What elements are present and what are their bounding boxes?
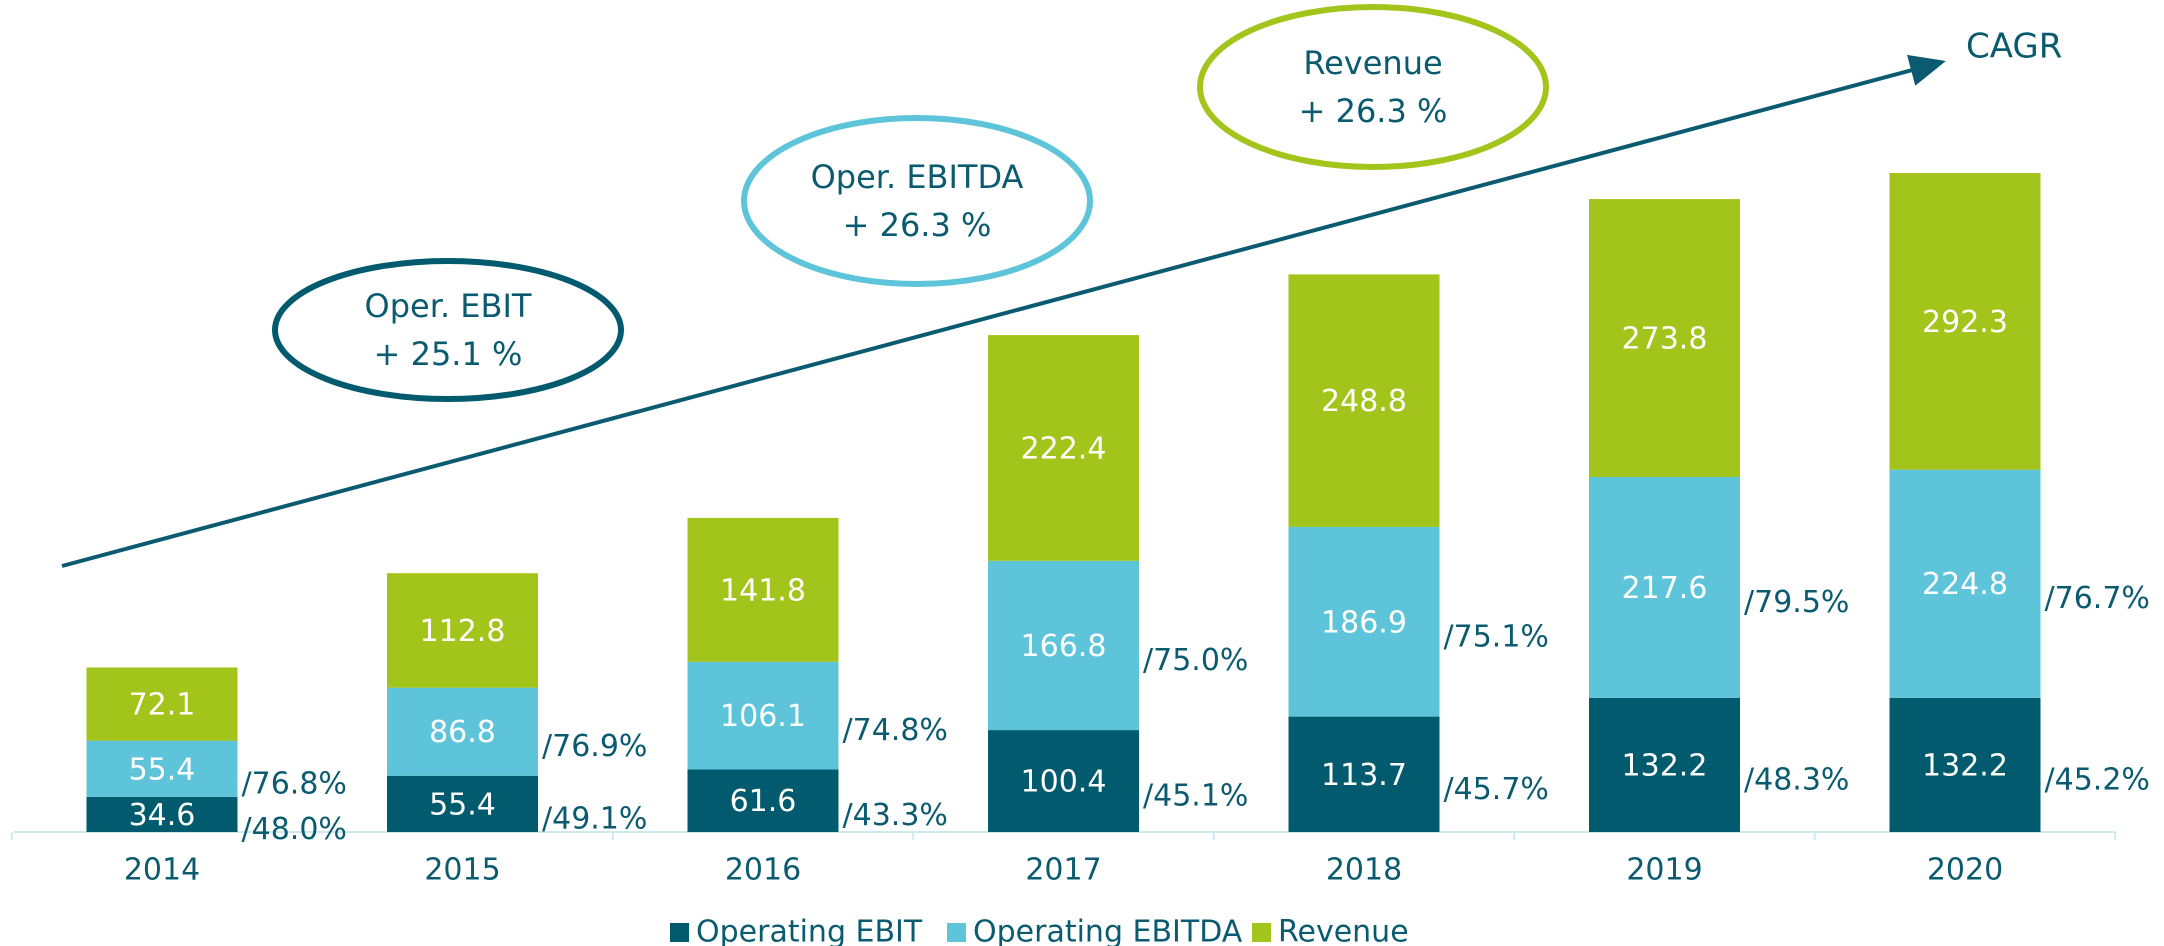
legend-label: Operating EBIT	[696, 915, 923, 946]
bar-segment	[1288, 274, 1440, 527]
value-label: 106.1	[720, 699, 806, 734]
bar-segment	[1589, 476, 1740, 698]
bar-segment	[86, 796, 238, 832]
bar-segment	[1288, 526, 1440, 717]
bar-segment	[687, 769, 839, 832]
margin-label: /79.5%	[1744, 585, 1849, 620]
margin-label: /76.8%	[242, 766, 347, 801]
cagr-arrow	[61, 54, 1946, 568]
annotation-ellipse	[1197, 4, 1549, 170]
margin-label: /48.0%	[242, 812, 347, 847]
value-label: 55.4	[429, 787, 496, 822]
annotation-label: Revenue	[1303, 44, 1442, 82]
margin-label: /45.2%	[2045, 762, 2150, 797]
bar-segment	[1889, 173, 2041, 470]
value-label: 141.8	[720, 573, 806, 608]
x-tick-label: 2017	[1025, 853, 1101, 888]
value-label: 132.2	[1922, 748, 2008, 783]
value-label: 273.8	[1622, 322, 1708, 357]
bar-segment	[988, 335, 1139, 561]
margin-label: /43.3%	[843, 798, 948, 833]
x-tick-label: 2014	[124, 853, 200, 888]
bar-segment	[687, 661, 839, 770]
bar-segment	[1589, 697, 1740, 832]
value-label: 248.8	[1321, 384, 1407, 419]
margin-label: /74.8%	[843, 713, 948, 748]
annotation-text: + 25.1 %	[374, 335, 523, 373]
value-label: 224.8	[1922, 567, 2008, 602]
bar-segment	[687, 517, 839, 662]
annotation-text: + 26.3 %	[1299, 92, 1448, 130]
value-label: 292.3	[1922, 305, 2008, 340]
annotation-ellipse	[272, 258, 624, 402]
annotation-label: Oper. EBIT	[365, 287, 532, 325]
bar-segment	[1589, 199, 1740, 477]
value-label: 55.4	[129, 752, 196, 787]
margin-label: /76.7%	[2045, 581, 2150, 616]
bar-segment	[988, 560, 1139, 731]
value-label: 186.9	[1321, 605, 1407, 640]
legend-swatch	[947, 923, 966, 942]
bar-segment	[387, 687, 538, 776]
value-label: 132.2	[1622, 748, 1708, 783]
margin-label: /49.1%	[542, 801, 647, 836]
value-label: 166.8	[1021, 629, 1107, 664]
x-tick-label: 2016	[725, 853, 801, 888]
bar-segment	[387, 573, 538, 688]
margin-label: /76.9%	[542, 729, 647, 764]
bar-segment	[1889, 469, 2041, 698]
margin-label: /45.7%	[1444, 772, 1549, 807]
value-label: 113.7	[1321, 758, 1407, 793]
bar-segment	[86, 740, 238, 797]
bar-segment	[1288, 716, 1440, 832]
bar-segment	[988, 730, 1139, 832]
value-label: 86.8	[429, 715, 496, 750]
legend-swatch	[1252, 923, 1271, 942]
cagr-label: CAGR	[1966, 27, 2062, 67]
x-tick-label: 2019	[1626, 853, 1702, 888]
margin-label: /75.0%	[1143, 643, 1248, 678]
annotation-text: + 26.3 %	[843, 206, 992, 244]
margin-label: /75.1%	[1444, 619, 1549, 654]
x-tick-label: 2018	[1326, 853, 1402, 888]
value-label: 72.1	[129, 688, 196, 723]
margin-label: /48.3%	[1744, 762, 1849, 797]
legend-label: Operating EBITDA	[973, 915, 1243, 946]
bar-segment	[86, 667, 238, 741]
bar-segment	[387, 775, 538, 832]
margin-label: /45.1%	[1143, 779, 1248, 814]
bar-segment	[1889, 697, 2041, 832]
value-label: 100.4	[1021, 765, 1107, 800]
legend-label: Revenue	[1278, 915, 1409, 946]
value-label: 112.8	[420, 614, 506, 649]
value-label: 61.6	[730, 784, 797, 819]
value-label: 222.4	[1021, 431, 1107, 466]
annotation-ellipse	[741, 115, 1093, 287]
value-label: 34.6	[129, 798, 196, 833]
x-tick-label: 2015	[424, 853, 500, 888]
legend-swatch	[670, 923, 689, 942]
x-tick-label: 2020	[1927, 853, 2003, 888]
value-label: 217.6	[1622, 571, 1708, 606]
annotation-label: Oper. EBITDA	[811, 158, 1024, 196]
